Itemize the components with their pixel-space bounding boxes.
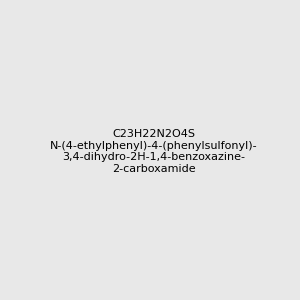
Text: C23H22N2O4S
N-(4-ethylphenyl)-4-(phenylsulfonyl)-
3,4-dihydro-2H-1,4-benzoxazine: C23H22N2O4S N-(4-ethylphenyl)-4-(phenyls… [50, 129, 258, 174]
